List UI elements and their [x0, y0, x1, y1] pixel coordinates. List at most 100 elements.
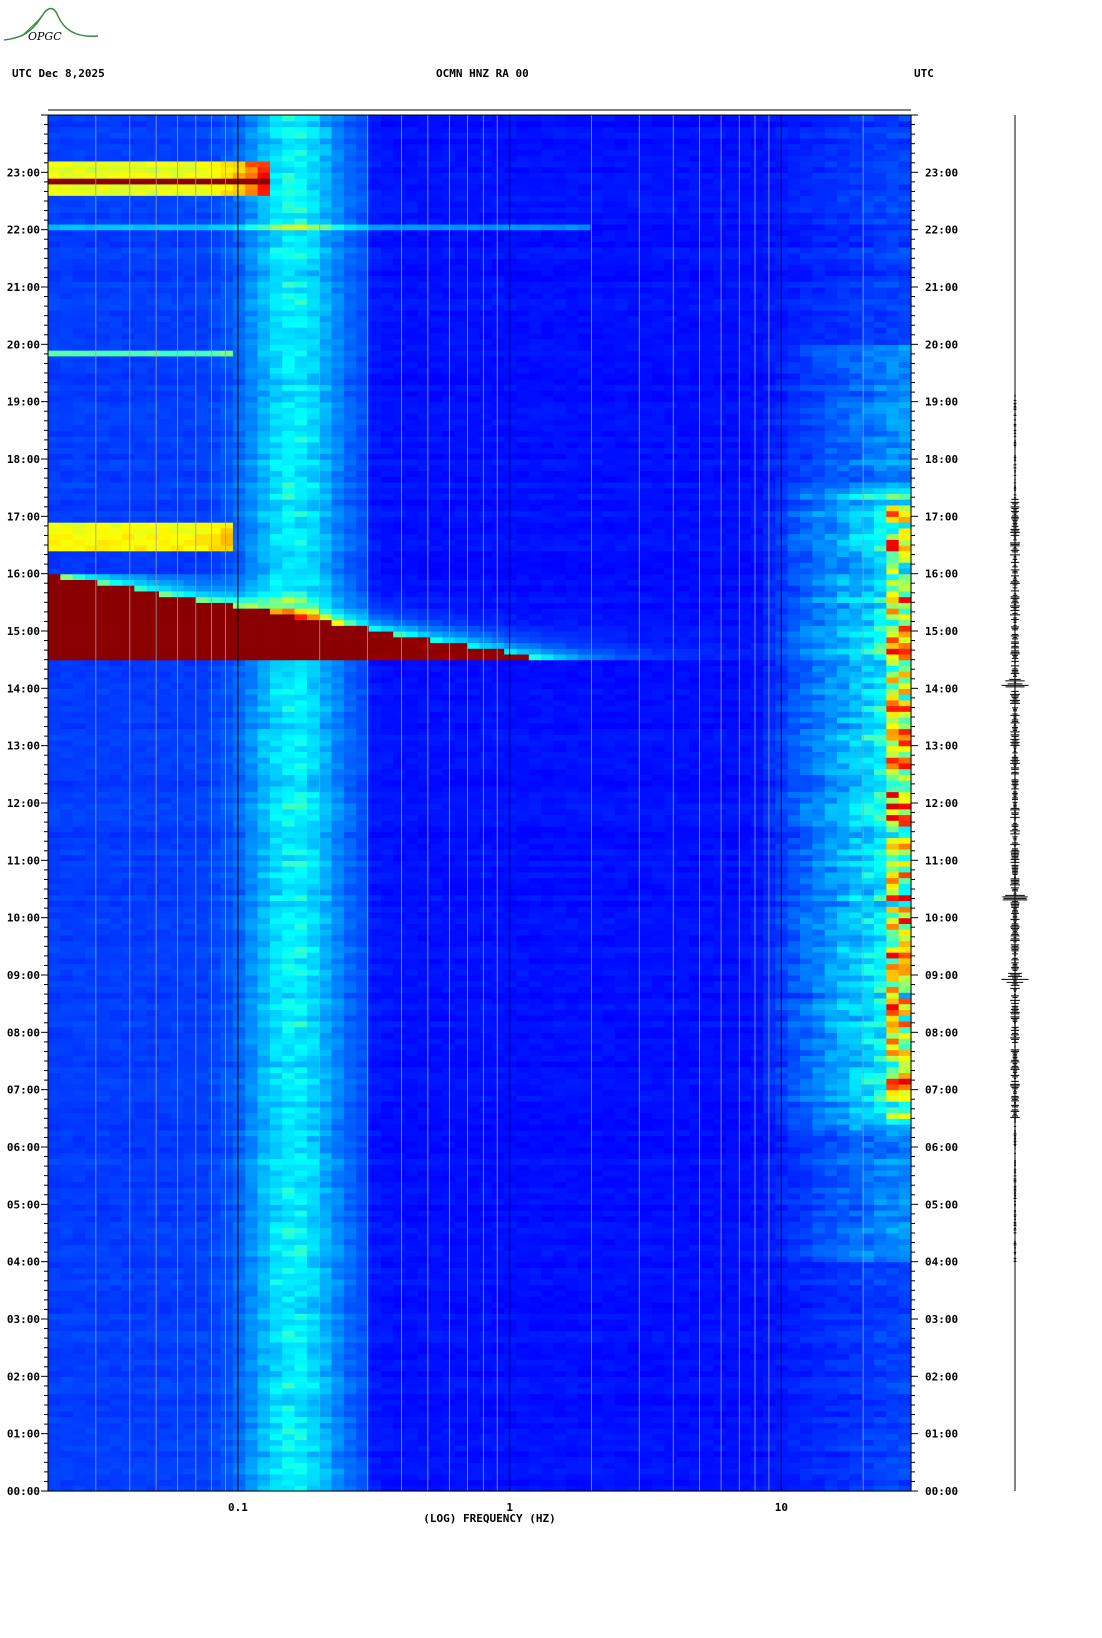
heatmap-cell: [874, 1405, 887, 1412]
heatmap-cell: [849, 1468, 863, 1475]
heatmap-cell: [615, 1336, 629, 1343]
heatmap-cell: [861, 1284, 875, 1291]
heatmap-cell: [578, 1405, 592, 1412]
heatmap-cell: [824, 1370, 838, 1377]
heatmap-cell: [257, 1181, 271, 1188]
heatmap-cell: [146, 1347, 160, 1354]
heatmap-cell: [898, 1273, 912, 1280]
heatmap-cell: [516, 1347, 530, 1354]
heatmap-cell: [72, 1341, 86, 1349]
heatmap-cell: [269, 1267, 283, 1274]
heatmap-cell: [491, 1313, 505, 1320]
heatmap-cell: [528, 1083, 542, 1091]
heatmap-cell: [195, 1192, 209, 1200]
heatmap-cell: [602, 1313, 616, 1320]
heatmap-cell: [516, 1290, 530, 1297]
heatmap-cell: [726, 1135, 739, 1142]
heatmap-cell: [368, 1399, 382, 1406]
heatmap-cell: [232, 1250, 246, 1257]
heatmap-cell: [553, 1192, 567, 1200]
heatmap-cell: [664, 1456, 678, 1463]
heatmap-cell: [479, 1473, 493, 1481]
heatmap-cell: [701, 1278, 715, 1286]
heatmap-cell: [380, 1267, 394, 1274]
heatmap-cell: [208, 1124, 222, 1131]
heatmap-cell: [874, 1204, 887, 1211]
heatmap-cell: [726, 1124, 739, 1131]
heatmap-cell: [84, 1393, 98, 1400]
heatmap-cell: [553, 1433, 567, 1440]
heatmap-cell: [763, 1319, 776, 1326]
heatmap-cell: [713, 1468, 727, 1475]
heatmap-cell: [516, 1101, 530, 1108]
heatmap-cell: [183, 1261, 197, 1268]
heatmap-cell: [306, 1250, 320, 1257]
heatmap-cell: [430, 1319, 444, 1326]
heatmap-cell: [220, 1319, 234, 1326]
heatmap-cell: [689, 1301, 703, 1309]
heatmap-cell: [183, 1210, 197, 1217]
heatmap-cell: [504, 1439, 518, 1446]
heatmap-cell: [343, 1359, 357, 1366]
heatmap-cell: [232, 1124, 246, 1131]
heatmap-cell: [232, 1456, 246, 1463]
heatmap-cell: [393, 1233, 407, 1240]
heatmap-cell: [454, 1273, 468, 1280]
heatmap-cell: [158, 1359, 172, 1366]
heatmap-cell: [837, 1273, 850, 1280]
heatmap-cell: [158, 1439, 172, 1446]
heatmap-cell: [553, 1273, 567, 1280]
heatmap-cell: [121, 1175, 135, 1182]
heatmap-cell: [800, 1393, 813, 1400]
heatmap-cell: [183, 1479, 197, 1486]
heatmap-cell: [84, 1347, 98, 1354]
heatmap-cell: [146, 1359, 160, 1366]
heatmap-cell: [282, 1175, 296, 1182]
heatmap-cell: [701, 1399, 715, 1406]
heatmap-cell: [861, 1169, 875, 1177]
heatmap-cell: [158, 1118, 172, 1125]
heatmap-cell: [590, 1095, 604, 1102]
heatmap-cell: [874, 1284, 887, 1291]
heatmap-cell: [541, 1473, 555, 1481]
heatmap-cell: [48, 1169, 61, 1177]
heatmap-cell: [590, 1118, 604, 1125]
heatmap-cell: [158, 1261, 172, 1268]
heatmap-cell: [282, 1290, 296, 1297]
heatmap-cell: [121, 1462, 135, 1469]
heatmap-cell: [565, 1445, 579, 1452]
heatmap-cell: [627, 1267, 641, 1274]
heatmap-cell: [134, 1192, 148, 1200]
heatmap-cell: [269, 1233, 283, 1240]
heatmap-cell: [812, 1083, 826, 1091]
heatmap-cell: [528, 1204, 542, 1211]
heatmap-cell: [553, 1204, 567, 1211]
heatmap-cell: [676, 1439, 690, 1446]
heatmap-cell: [319, 1215, 333, 1223]
heatmap-cell: [356, 1313, 370, 1320]
heatmap-cell: [430, 1118, 444, 1125]
heatmap-cell: [849, 1095, 863, 1102]
heatmap-cell: [763, 1244, 776, 1251]
heatmap-cell: [874, 1118, 887, 1125]
heatmap-cell: [898, 1405, 912, 1412]
heatmap-cell: [121, 1347, 135, 1354]
heatmap-cell: [812, 1158, 826, 1165]
heatmap-cell: [48, 1370, 61, 1377]
heatmap-cell: [750, 1336, 764, 1343]
heatmap-cell: [861, 1439, 875, 1446]
heatmap-cell: [516, 1250, 530, 1257]
heatmap-cell: [504, 1307, 518, 1314]
heatmap-cell: [121, 1273, 135, 1280]
heatmap-cell: [97, 1376, 111, 1383]
heatmap-cell: [812, 1129, 826, 1137]
heatmap-cell: [331, 1439, 345, 1446]
heatmap-cell: [294, 1152, 308, 1160]
heatmap-cell: [664, 1359, 678, 1366]
heatmap-cell: [664, 1164, 678, 1171]
heatmap-cell: [528, 1164, 542, 1171]
heatmap-cell: [195, 1152, 209, 1160]
heatmap-cell: [380, 1439, 394, 1446]
heatmap-cell: [837, 1124, 850, 1131]
heatmap-cell: [800, 1307, 813, 1314]
